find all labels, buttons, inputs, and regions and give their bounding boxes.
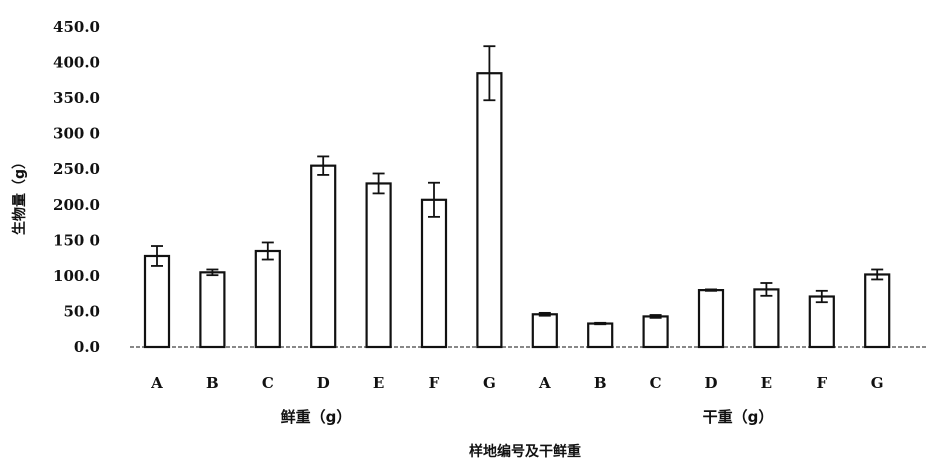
- x-category-label: G: [871, 374, 884, 392]
- bar: [864, 273, 891, 349]
- x-axis-title: 样地编号及干鲜重: [469, 443, 581, 460]
- x-category-label: B: [206, 374, 219, 392]
- bar: [365, 182, 392, 349]
- y-tick-label: 300 0: [53, 125, 100, 143]
- bar: [808, 295, 835, 349]
- y-tick-label: 450.0: [53, 18, 100, 36]
- y-tick-label: 100.0: [53, 267, 100, 285]
- y-tick-label: 350.0: [53, 89, 100, 107]
- y-tick-label: 400.0: [53, 54, 100, 72]
- x-category-label: D: [704, 374, 717, 392]
- y-tick-label: 0.0: [74, 338, 100, 356]
- x-category-label: G: [483, 374, 496, 392]
- x-category-label: E: [373, 374, 384, 392]
- x-category-label: D: [317, 374, 330, 392]
- group-label-fresh-weight: 鲜重（g）: [281, 408, 352, 426]
- y-axis-title: 生物量（g）: [11, 155, 28, 235]
- y-tick-label: 150 0: [53, 231, 100, 249]
- bar: [310, 164, 337, 349]
- bar: [753, 288, 780, 349]
- bar: [587, 322, 614, 349]
- x-category-label: C: [262, 374, 274, 392]
- x-category-label: F: [816, 374, 827, 392]
- y-tick-label: 50.0: [63, 302, 100, 320]
- x-category-label: E: [761, 374, 772, 392]
- bars-layer: [143, 45, 891, 349]
- y-axis-ticks: 0.0 50.0 100.0 150 0 200.0 250.0 300 0 350.0 400…: [53, 18, 100, 356]
- x-category-label: A: [538, 374, 551, 392]
- bar: [143, 254, 171, 349]
- y-tick-label: 200.0: [53, 196, 100, 214]
- x-category-label: A: [150, 374, 163, 392]
- bar: [420, 198, 448, 349]
- bar: [642, 315, 669, 349]
- x-category-label: C: [650, 374, 662, 392]
- bar: [476, 72, 503, 349]
- y-tick-label: 250.0: [53, 160, 100, 178]
- bar: [531, 313, 558, 349]
- bar: [254, 249, 281, 349]
- x-category-label: B: [594, 374, 607, 392]
- x-category-label: F: [429, 374, 440, 392]
- group-label-dry-weight: 干重（g）: [703, 408, 774, 426]
- bar: [199, 271, 226, 349]
- bar: [697, 289, 725, 349]
